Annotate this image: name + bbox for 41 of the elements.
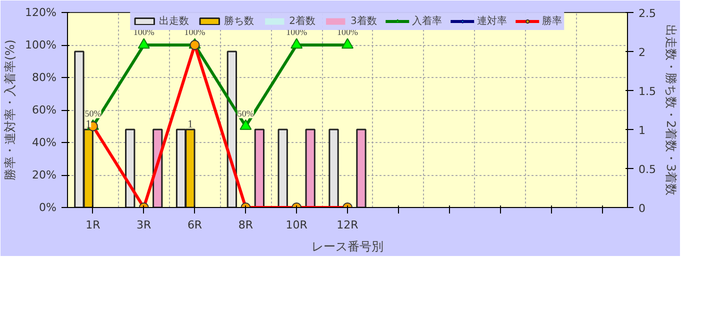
data-label: 100% (337, 27, 358, 37)
x-tick-label: 12R (336, 218, 359, 232)
legend-label: 3着数 (350, 14, 377, 28)
data-label: 1 (86, 118, 92, 130)
data-label: 50% (84, 108, 102, 118)
data-label: 50% (237, 108, 254, 118)
point (240, 119, 252, 130)
y-tick-label: 20% (32, 168, 57, 182)
y2-tick-label: 1 (638, 124, 646, 137)
x-axis-title: レース番号別 (312, 240, 384, 254)
data-label: 1 (187, 118, 193, 130)
y-tick-label: 120% (25, 6, 57, 19)
legend-label: 入着率 (412, 14, 442, 28)
legend-label: 勝率 (542, 14, 562, 28)
legend-label: 勝ち数 (224, 14, 254, 28)
legend-label: 2着数 (289, 14, 316, 28)
data-label: 100% (133, 27, 155, 37)
point (138, 38, 150, 49)
y-tick-label: 40% (32, 136, 57, 149)
x-tick-label: 3R (136, 218, 152, 232)
y2-tick-label: 2 (638, 46, 646, 59)
y2-tick-label: 2.5 (638, 7, 656, 20)
y2-tick-label: 0.5 (638, 163, 656, 176)
x-tick-label: 1R (86, 218, 101, 232)
y-axis-title: 勝率・連対率・入着率(%) (3, 40, 18, 180)
data-label: 100% (184, 27, 206, 37)
x-tick-label: 10R (286, 218, 308, 232)
y-tick-label: 0% (39, 201, 56, 214)
point (290, 38, 303, 49)
y2-tick-label: 1.5 (638, 85, 656, 98)
y2-tick-label: 0 (638, 202, 646, 215)
y-tick-label: 60% (32, 104, 57, 116)
point (342, 38, 354, 49)
y-tick-label: 100% (25, 38, 57, 52)
legend-label: 出走数 (159, 14, 190, 28)
y-tick-label: 80% (32, 71, 57, 84)
legend-label: 連対率 (476, 14, 507, 28)
x-tick-label: 6R (187, 218, 202, 232)
data-label: 100% (286, 27, 308, 37)
x-tick-label: 8R (238, 218, 254, 232)
y2-axis-title: 出走数・勝ち数・2着数・3着数 (664, 24, 678, 196)
